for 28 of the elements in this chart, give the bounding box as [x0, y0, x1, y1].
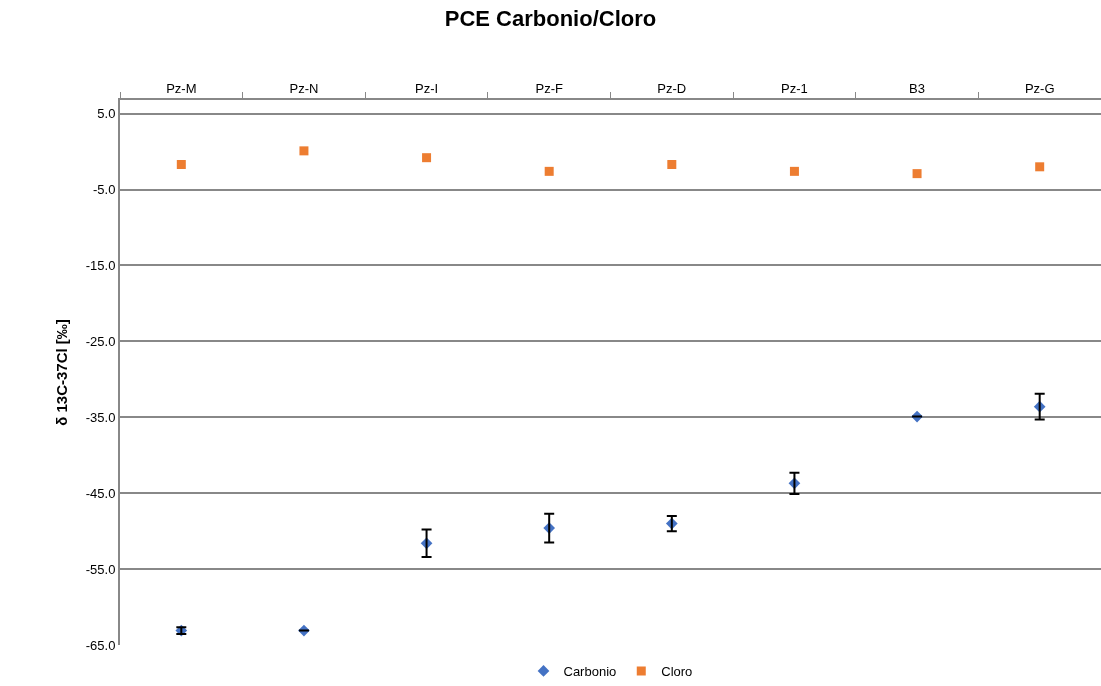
x-tick-label: Pz-D	[657, 80, 687, 96]
x-tick-label: Pz-N	[289, 80, 319, 96]
point	[176, 160, 186, 170]
y-tick-label: -15.0	[85, 258, 116, 274]
legend-label: Cloro	[661, 664, 693, 680]
x-tick-label: Pz-F	[535, 80, 563, 96]
point	[789, 166, 799, 176]
y-tick-label: -45.0	[85, 485, 116, 501]
point	[912, 169, 922, 179]
x-tick-label: Pz-I	[415, 80, 439, 96]
x-tick-label: B3	[909, 80, 926, 96]
point	[299, 146, 309, 156]
y-tick-label: -65.0	[85, 637, 116, 653]
y-axis-title: δ 13C-37Cl [‰]	[52, 319, 70, 426]
y-tick-label: -35.0	[85, 409, 116, 425]
y-tick-label: -5.0	[92, 182, 116, 198]
y-tick-label: -55.0	[85, 561, 116, 577]
y-tick-label: 5.0	[97, 106, 116, 122]
point	[1035, 162, 1045, 172]
point	[422, 153, 432, 163]
legend-label: Carbonio	[563, 664, 617, 680]
point	[544, 166, 554, 176]
x-tick-label: Pz-1	[781, 80, 808, 96]
y-tick-label: -25.0	[85, 333, 116, 349]
point	[667, 160, 677, 170]
x-tick-label: Pz-M	[166, 80, 197, 96]
chart-title: PCE Carbonio/Cloro	[444, 5, 657, 31]
x-tick-label: Pz-G	[1024, 80, 1055, 96]
